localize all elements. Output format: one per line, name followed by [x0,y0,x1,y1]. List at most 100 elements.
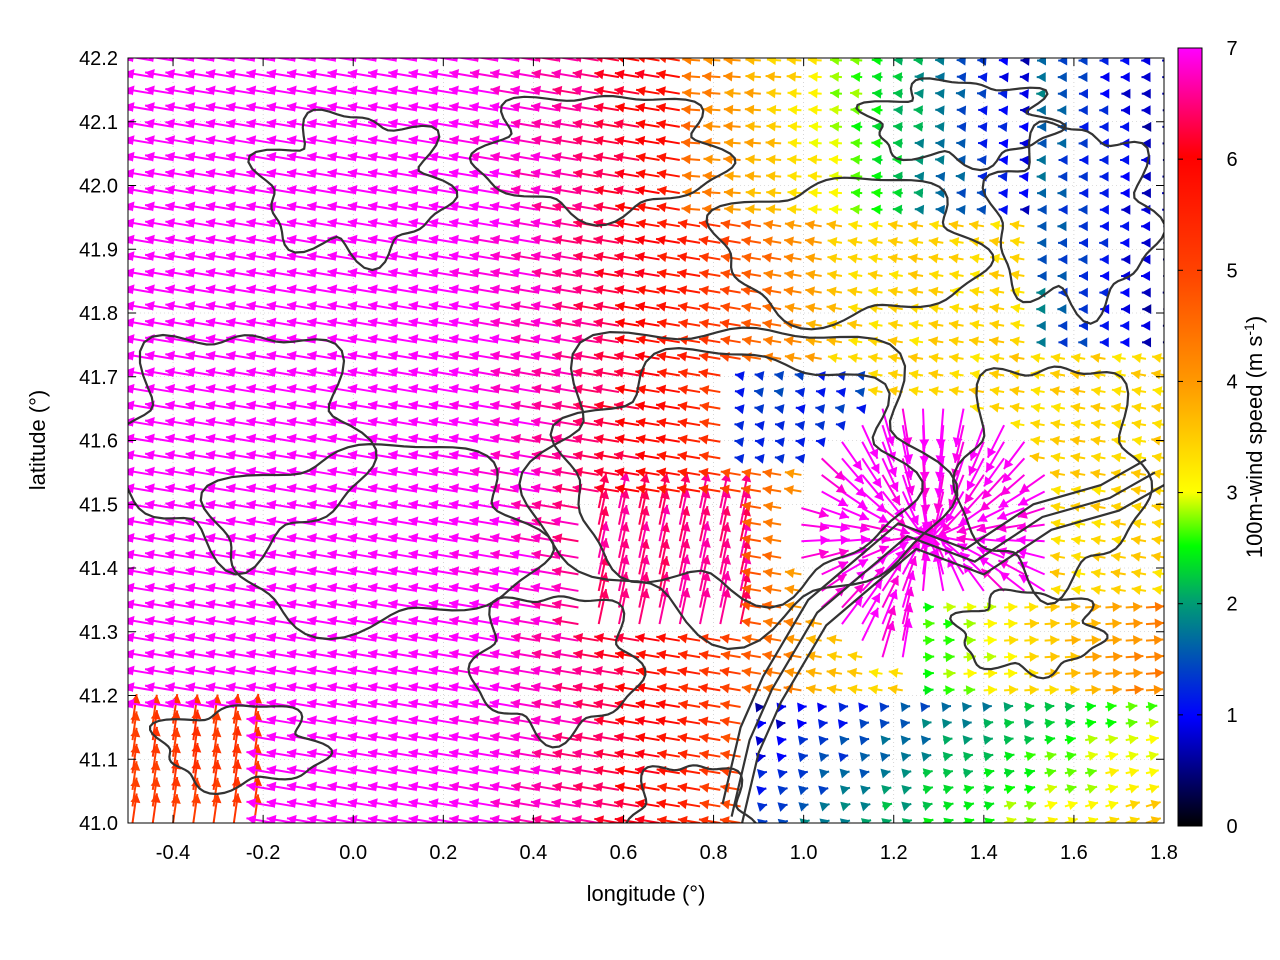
wind-vector-head [1163,275,1164,277]
wind-vector-head [1045,734,1056,745]
wind-vector-head [797,702,807,713]
wind-vector-head [510,616,521,626]
wind-vector-head [817,702,827,713]
wind-vector-head [128,649,135,659]
wind-vector-head [191,742,202,753]
wind-vector-head [848,353,858,363]
wind-vector-head [1037,121,1047,132]
wind-vector-head [876,502,887,513]
wind-vector-head [1141,105,1151,116]
wind-vector-head [1091,684,1101,695]
wind-vector-head [1131,568,1142,579]
wind-vector-head [681,137,691,148]
wind-vector-head [593,251,604,262]
wind-vector-head [449,748,459,759]
wind-vector-head [593,135,604,146]
wind-vector-head [1020,58,1030,66]
wind-vector-head [949,336,959,347]
wind-vector-head [851,71,861,82]
wind-vector-head [989,286,1000,297]
wind-vector-head [165,632,176,643]
wind-vector-head [489,698,500,709]
wind-vector-head [105,102,115,112]
wind-vector-head [1020,205,1030,216]
wind-vector-head [408,234,419,245]
wind-vector-head [370,58,377,63]
wind-vector-head [286,549,297,560]
wind-vector-head [1099,287,1109,298]
wind-vector-head [847,651,858,662]
wind-vector-head [551,649,562,660]
wind-vector-head [368,234,378,245]
wind-vector-head [552,185,562,196]
wind-vector-head [658,58,667,64]
wind-vector-head [892,204,903,215]
wind-vector-head [797,768,808,779]
wind-vector-head [657,749,667,760]
wind-vector-head [1071,635,1081,646]
wind-vector-head [408,135,419,146]
wind-vector-head [1150,799,1161,810]
wind-vector-head [878,545,889,555]
wind-vector-head [449,798,459,809]
wind-vector-head [388,582,399,593]
wind-vector-head [1010,336,1020,347]
wind-vector-head [720,252,731,263]
wind-vector-head [763,534,773,545]
wind-vector-head [185,649,196,659]
wind-vector-head [850,188,861,198]
wind-vector-head [130,793,141,804]
wind-vector-head [307,814,317,823]
wind-vector-head [388,184,399,195]
wind-vector-head [795,404,806,415]
wind-vector-head [907,556,918,567]
wind-vector-head [848,270,859,281]
wind-vector-head [347,184,358,195]
wind-vector-head [368,748,378,759]
wind-vector-head [551,582,562,593]
wind-vector-head [246,433,257,444]
wind-vector-head [997,122,1008,133]
wind-vector-head [307,665,317,676]
wind-vector-head [983,751,994,762]
wind-vector-head [656,467,667,478]
wind-vector-head [205,665,216,676]
wind-vector-head [347,68,358,79]
wind-vector-head [307,649,317,659]
wind-vector-head [469,118,480,129]
wind-vector-head [205,201,216,212]
wind-vector-head [509,549,520,560]
wind-vector-head [656,384,667,395]
wind-vector-head [408,383,419,394]
wind-vector-head [1036,320,1046,331]
wind-vector-head [489,168,500,179]
wind-vector-head [246,383,257,394]
wind-vector-head [1109,816,1120,823]
wind-vector-head [510,201,521,212]
wind-vector-head [469,615,480,626]
wind-vector-head [1019,72,1030,83]
wind-vector-head [347,367,358,378]
wind-vector-head [1131,468,1141,479]
wind-vector-head [656,401,666,412]
wind-vector-head [246,68,257,79]
wind-vector-head [368,102,378,112]
y-tick-label: 41.2 [79,686,118,708]
wind-vector-head [741,319,752,329]
wind-vector-head [677,434,688,445]
wind-vector-head [327,433,338,444]
wind-vector-head [551,715,562,726]
wind-vector-head [188,58,195,63]
wind-vector-head [1070,468,1080,479]
wind-vector-head [286,566,297,577]
wind-vector-head [266,731,277,742]
wind-vector-head [428,184,439,195]
wind-vector-head [969,336,979,347]
wind-vector-head [777,769,788,779]
wind-vector-head [1058,204,1068,215]
wind-vector-head [205,483,216,494]
wind-vector-head [1010,286,1021,297]
wind-vector-head [530,483,541,494]
x-tick-label: 1.6 [1060,842,1088,864]
wind-vector-head [1142,121,1152,132]
